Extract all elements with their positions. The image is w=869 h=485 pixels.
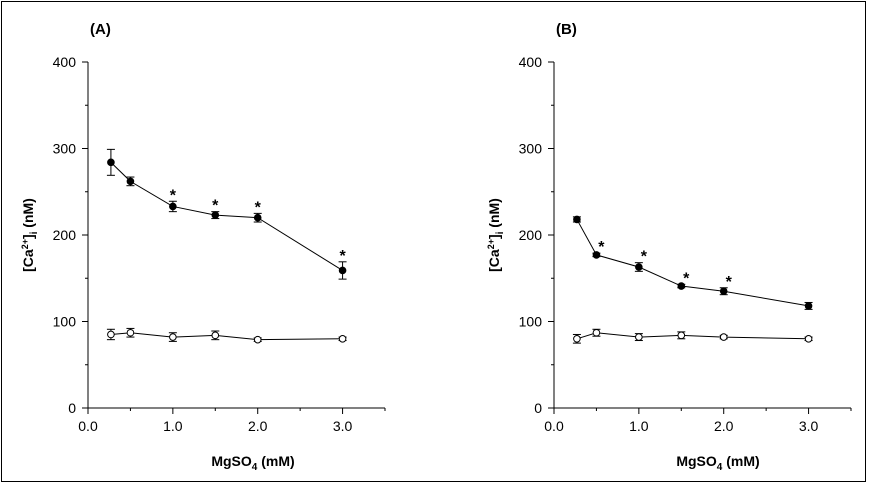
panel-a-filled-point [338, 266, 347, 275]
panel-a-x-tick-label: 2.0 [248, 418, 268, 434]
panel-b-x-tick-label: 2.0 [714, 418, 734, 434]
panel-b-y-title-main: [Ca [486, 249, 502, 272]
panel-a-y-tick-label: 100 [53, 314, 77, 330]
panel-b-x-tick-label: 3.0 [799, 418, 819, 434]
panel-a-x-title-rest: (mM) [257, 453, 294, 469]
panel-b-filled-point [804, 302, 813, 310]
panel-b-filled-series-line [576, 219, 809, 307]
panel-a-y-title-sub: i [29, 231, 40, 234]
panel-b: (B) [Ca2+]i (nM) MgSO4 (mM) [486, 21, 760, 473]
panel-a-filled-point [107, 158, 115, 167]
panel-b-filled-point [592, 251, 601, 259]
panel-b-x-tick-label: 1.0 [629, 418, 649, 434]
panel-b-open-point [719, 333, 728, 341]
panel-b-plot: 0 100 200 300 400 0.0 1.0 2.0 3.0 * * * * [519, 54, 852, 434]
panel-b-label: (B) [556, 21, 577, 38]
panel-b-y-tick-label: 100 [519, 314, 543, 330]
panel-a: (A) [Ca2+]i (nM) MgSO4 (mM) [20, 21, 295, 473]
panel-a-significance-marker: * [212, 198, 219, 215]
panel-a-open-point [169, 333, 177, 341]
panel-b-open-point [573, 335, 581, 343]
panel-b-significance-marker: * [726, 274, 733, 291]
panel-a-significance-marker: * [339, 248, 346, 265]
panel-b-x-axis-title: MgSO4 (mM) [676, 453, 759, 473]
panel-b-y-tick-label: 300 [519, 141, 543, 157]
panel-a-significance-marker: * [170, 187, 177, 204]
panel-a-open-point [253, 335, 262, 344]
panel-a-open-series-line [110, 332, 343, 341]
panel-a-x-title-sub: 4 [252, 462, 258, 473]
panel-b-open-point [592, 328, 601, 337]
panel-a-label: (A) [90, 21, 111, 38]
panel-b-filled-point [573, 215, 581, 224]
panel-a-filled-point [253, 213, 262, 222]
panel-a-filled-point [211, 211, 220, 219]
panel-b-x-title-sub: 4 [717, 462, 723, 473]
panel-b-filled-point [719, 287, 728, 296]
panel-b-y-tick-label: 200 [519, 227, 543, 243]
panel-a-y-tick-label: 400 [53, 54, 77, 70]
panel-b-significance-marker: * [683, 270, 690, 287]
panel-b-open-point [635, 333, 643, 341]
panel-a-x-tick-label: 3.0 [333, 418, 353, 434]
panel-b-x-tick-label: 0.0 [544, 418, 564, 434]
panel-a-filled-point [126, 177, 135, 186]
panel-b-y-axis-title: [Ca2+]i (nM) [486, 198, 506, 272]
panel-b-significance-marker: * [598, 239, 605, 256]
panel-b-open-point [677, 331, 686, 340]
panel-a-open-point [338, 335, 347, 343]
panel-b-x-title-rest: (mM) [722, 453, 759, 469]
panel-a-x-title-main: MgSO [211, 453, 252, 469]
panel-b-y-title-mid: ] [486, 234, 502, 239]
panel-a-y-title-sup: 2+ [20, 239, 30, 249]
panel-a-x-tick-label: 0.0 [78, 418, 98, 434]
panel-a-y-tick-label: 200 [53, 227, 77, 243]
panel-a-y-tick-label: 300 [53, 141, 77, 157]
panel-a-x-axis-title: MgSO4 (mM) [211, 453, 294, 473]
panel-b-open-series-line [576, 332, 809, 340]
panel-a-y-title-rest: (nM) [20, 198, 36, 231]
panel-b-y-title-sub: i [495, 231, 506, 234]
panel-a-filled-point [169, 202, 177, 211]
panel-a-significance-marker: * [255, 199, 262, 216]
panel-b-y-title-rest: (nM) [486, 198, 502, 231]
panel-a-open-point [211, 331, 220, 340]
panel-b-y-title-sup: 2+ [486, 239, 496, 249]
panel-a-y-title-main: [Ca [20, 249, 36, 272]
panel-a-open-point [107, 330, 115, 339]
panel-b-filled-point [635, 263, 643, 271]
panel-b-y-tick-label: 400 [519, 54, 543, 70]
panel-a-y-axis-title: [Ca2+]i (nM) [20, 198, 40, 272]
panel-a-x-tick-label: 1.0 [163, 418, 183, 434]
panel-b-significance-marker: * [641, 249, 648, 266]
panel-a-y-title-mid: ] [20, 234, 36, 239]
panel-b-y-tick-label: 0 [534, 400, 542, 416]
panel-a-plot: 0 100 200 300 400 0.0 1.0 2.0 3.0 * * * * [53, 54, 386, 434]
panel-b-filled-point [677, 282, 686, 290]
panel-a-filled-series-line [110, 161, 343, 271]
panel-b-open-point [804, 335, 813, 343]
panel-b-x-title-main: MgSO [676, 453, 717, 469]
panel-a-y-tick-label: 0 [68, 400, 76, 416]
panel-a-open-point [126, 328, 135, 337]
